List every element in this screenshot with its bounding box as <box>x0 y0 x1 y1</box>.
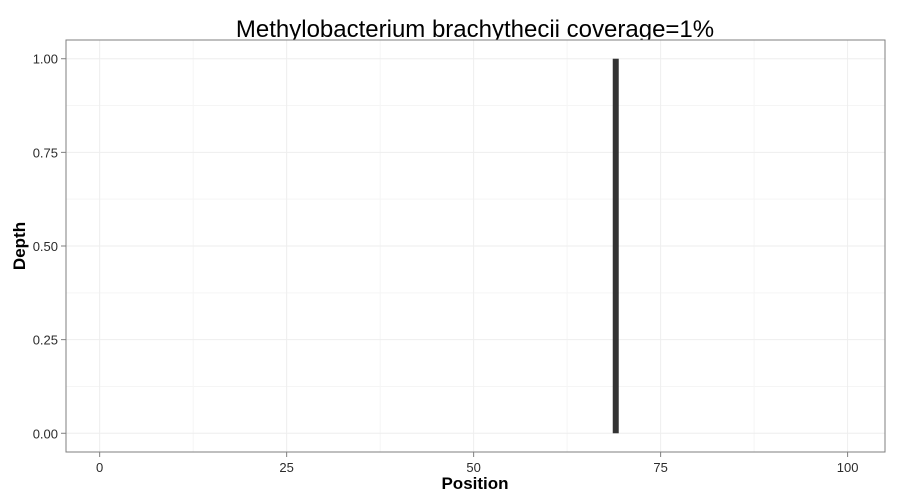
y-axis: 0.00 0.25 0.50 0.75 1.00 <box>33 52 66 441</box>
y-tick-label: 1.00 <box>33 52 58 67</box>
x-axis-title: Position <box>441 474 508 493</box>
y-tick-label: 0.75 <box>33 145 58 160</box>
y-tick-label: 0.00 <box>33 426 58 441</box>
x-tick-label: 25 <box>279 460 293 475</box>
x-tick-label: 100 <box>837 460 859 475</box>
x-tick-label: 75 <box>653 460 667 475</box>
x-axis: 0 25 50 75 100 <box>96 452 858 475</box>
major-gridlines <box>66 40 885 452</box>
y-tick-label: 0.25 <box>33 333 58 348</box>
coverage-bars <box>612 58 619 434</box>
coverage-bar <box>612 58 619 434</box>
y-tick-label: 0.50 <box>33 239 58 254</box>
x-tick-label: 50 <box>466 460 480 475</box>
y-axis-title: Depth <box>10 222 29 270</box>
x-tick-label: 0 <box>96 460 103 475</box>
chart-title: Methylobacterium brachythecii coverage=1… <box>236 16 714 43</box>
